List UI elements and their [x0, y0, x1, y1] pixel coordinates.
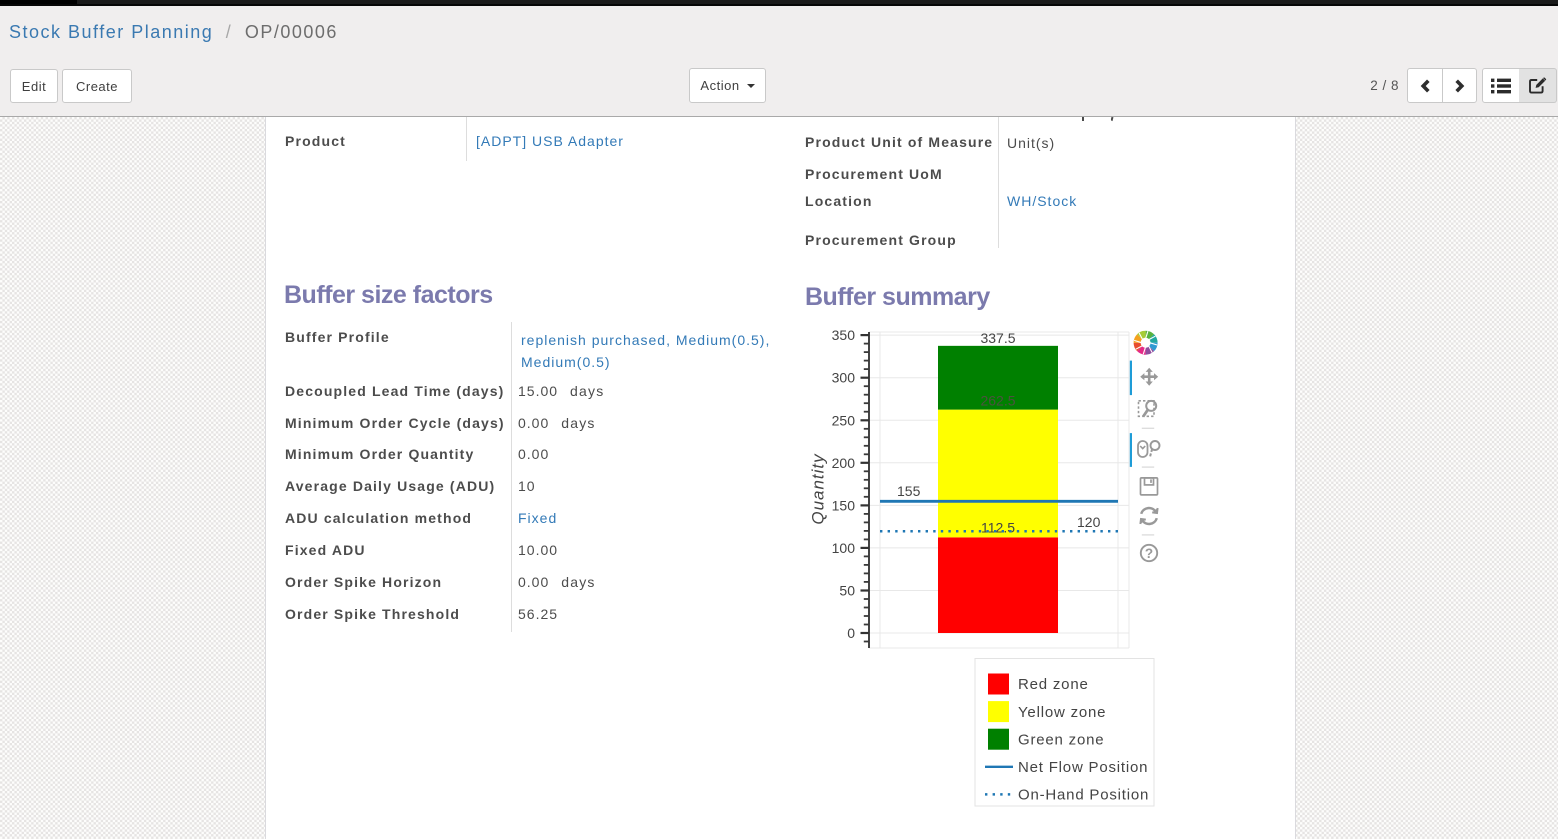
svg-text:112.5: 112.5 — [981, 519, 1015, 535]
svg-text:250: 250 — [832, 412, 856, 428]
svg-text:Quantity: Quantity — [809, 453, 828, 525]
svg-text:155: 155 — [897, 483, 921, 499]
svg-text:262.5: 262.5 — [980, 393, 1015, 409]
svg-text:350: 350 — [832, 327, 856, 343]
svg-text:120: 120 — [1077, 514, 1101, 530]
svg-text:150: 150 — [832, 497, 856, 513]
svg-text:Net Flow Position: Net Flow Position — [1018, 759, 1148, 776]
svg-text:200: 200 — [832, 455, 856, 471]
svg-text:On-Hand Position: On-Hand Position — [1018, 787, 1149, 804]
svg-text:?: ? — [1145, 546, 1153, 561]
svg-text:Red zone: Red zone — [1018, 676, 1089, 693]
svg-text:Yellow zone: Yellow zone — [1018, 704, 1106, 721]
svg-text:100: 100 — [832, 540, 856, 556]
svg-text:50: 50 — [839, 583, 855, 599]
svg-text:0: 0 — [847, 625, 855, 641]
svg-text:300: 300 — [832, 370, 856, 386]
svg-text:Green zone: Green zone — [1018, 731, 1104, 748]
svg-text:337.5: 337.5 — [980, 330, 1015, 346]
